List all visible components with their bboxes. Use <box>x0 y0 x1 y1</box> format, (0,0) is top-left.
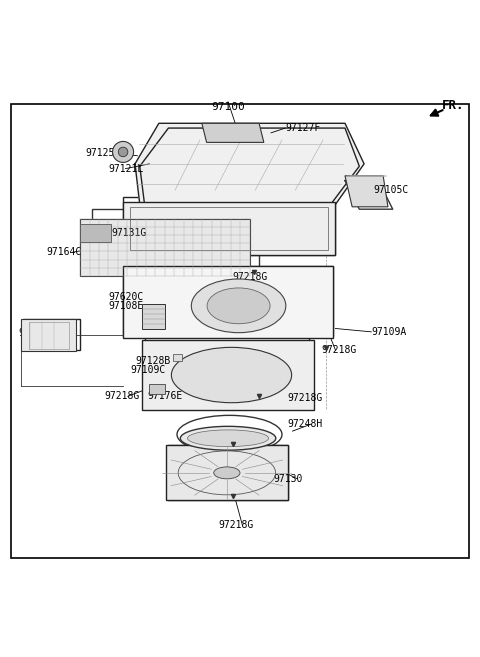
Bar <box>166 445 288 500</box>
Text: 97218G: 97218G <box>321 345 356 355</box>
Bar <box>173 354 182 361</box>
Text: 97105C: 97105C <box>373 185 409 195</box>
Bar <box>123 267 333 336</box>
Text: 97108E: 97108E <box>109 301 144 311</box>
Text: 97109C: 97109C <box>130 365 166 375</box>
Polygon shape <box>202 124 264 143</box>
Text: FR.: FR. <box>442 99 464 112</box>
Bar <box>123 267 333 338</box>
Bar <box>149 384 165 394</box>
Bar <box>80 225 110 242</box>
Ellipse shape <box>214 467 240 479</box>
Polygon shape <box>135 124 364 204</box>
Ellipse shape <box>188 430 269 447</box>
Bar <box>130 207 328 250</box>
Text: 97130: 97130 <box>274 474 303 484</box>
Bar <box>80 219 250 276</box>
Text: 97128B: 97128B <box>135 356 170 366</box>
Text: 97176E: 97176E <box>147 392 182 401</box>
Ellipse shape <box>171 348 292 403</box>
Bar <box>23 319 80 350</box>
Ellipse shape <box>180 426 276 450</box>
Bar <box>22 319 76 351</box>
Bar <box>123 197 336 254</box>
Text: 97218G: 97218G <box>218 520 254 530</box>
Text: 97131G: 97131G <box>111 228 146 238</box>
Circle shape <box>118 147 128 157</box>
Text: 97127F: 97127F <box>285 123 321 133</box>
Text: 97109A: 97109A <box>371 327 407 337</box>
Bar <box>142 304 165 329</box>
Bar <box>144 336 309 405</box>
Text: 97125F: 97125F <box>85 148 120 158</box>
Bar <box>168 445 288 500</box>
Text: 97218G: 97218G <box>233 272 268 282</box>
Text: 97255T: 97255T <box>18 328 53 338</box>
Bar <box>123 202 336 254</box>
Text: 97164C: 97164C <box>47 247 82 257</box>
Polygon shape <box>345 176 388 207</box>
Ellipse shape <box>192 279 286 332</box>
Bar <box>142 340 314 409</box>
Ellipse shape <box>207 288 270 324</box>
Text: 97248H: 97248H <box>288 419 323 429</box>
Bar <box>92 209 259 271</box>
Circle shape <box>113 141 133 162</box>
Text: 97218G: 97218G <box>288 393 323 403</box>
Text: 97100: 97100 <box>211 102 245 112</box>
Text: 97620C: 97620C <box>109 292 144 302</box>
Text: 97121L: 97121L <box>109 164 144 173</box>
Text: 97218G: 97218G <box>104 392 139 401</box>
Bar <box>29 323 69 349</box>
